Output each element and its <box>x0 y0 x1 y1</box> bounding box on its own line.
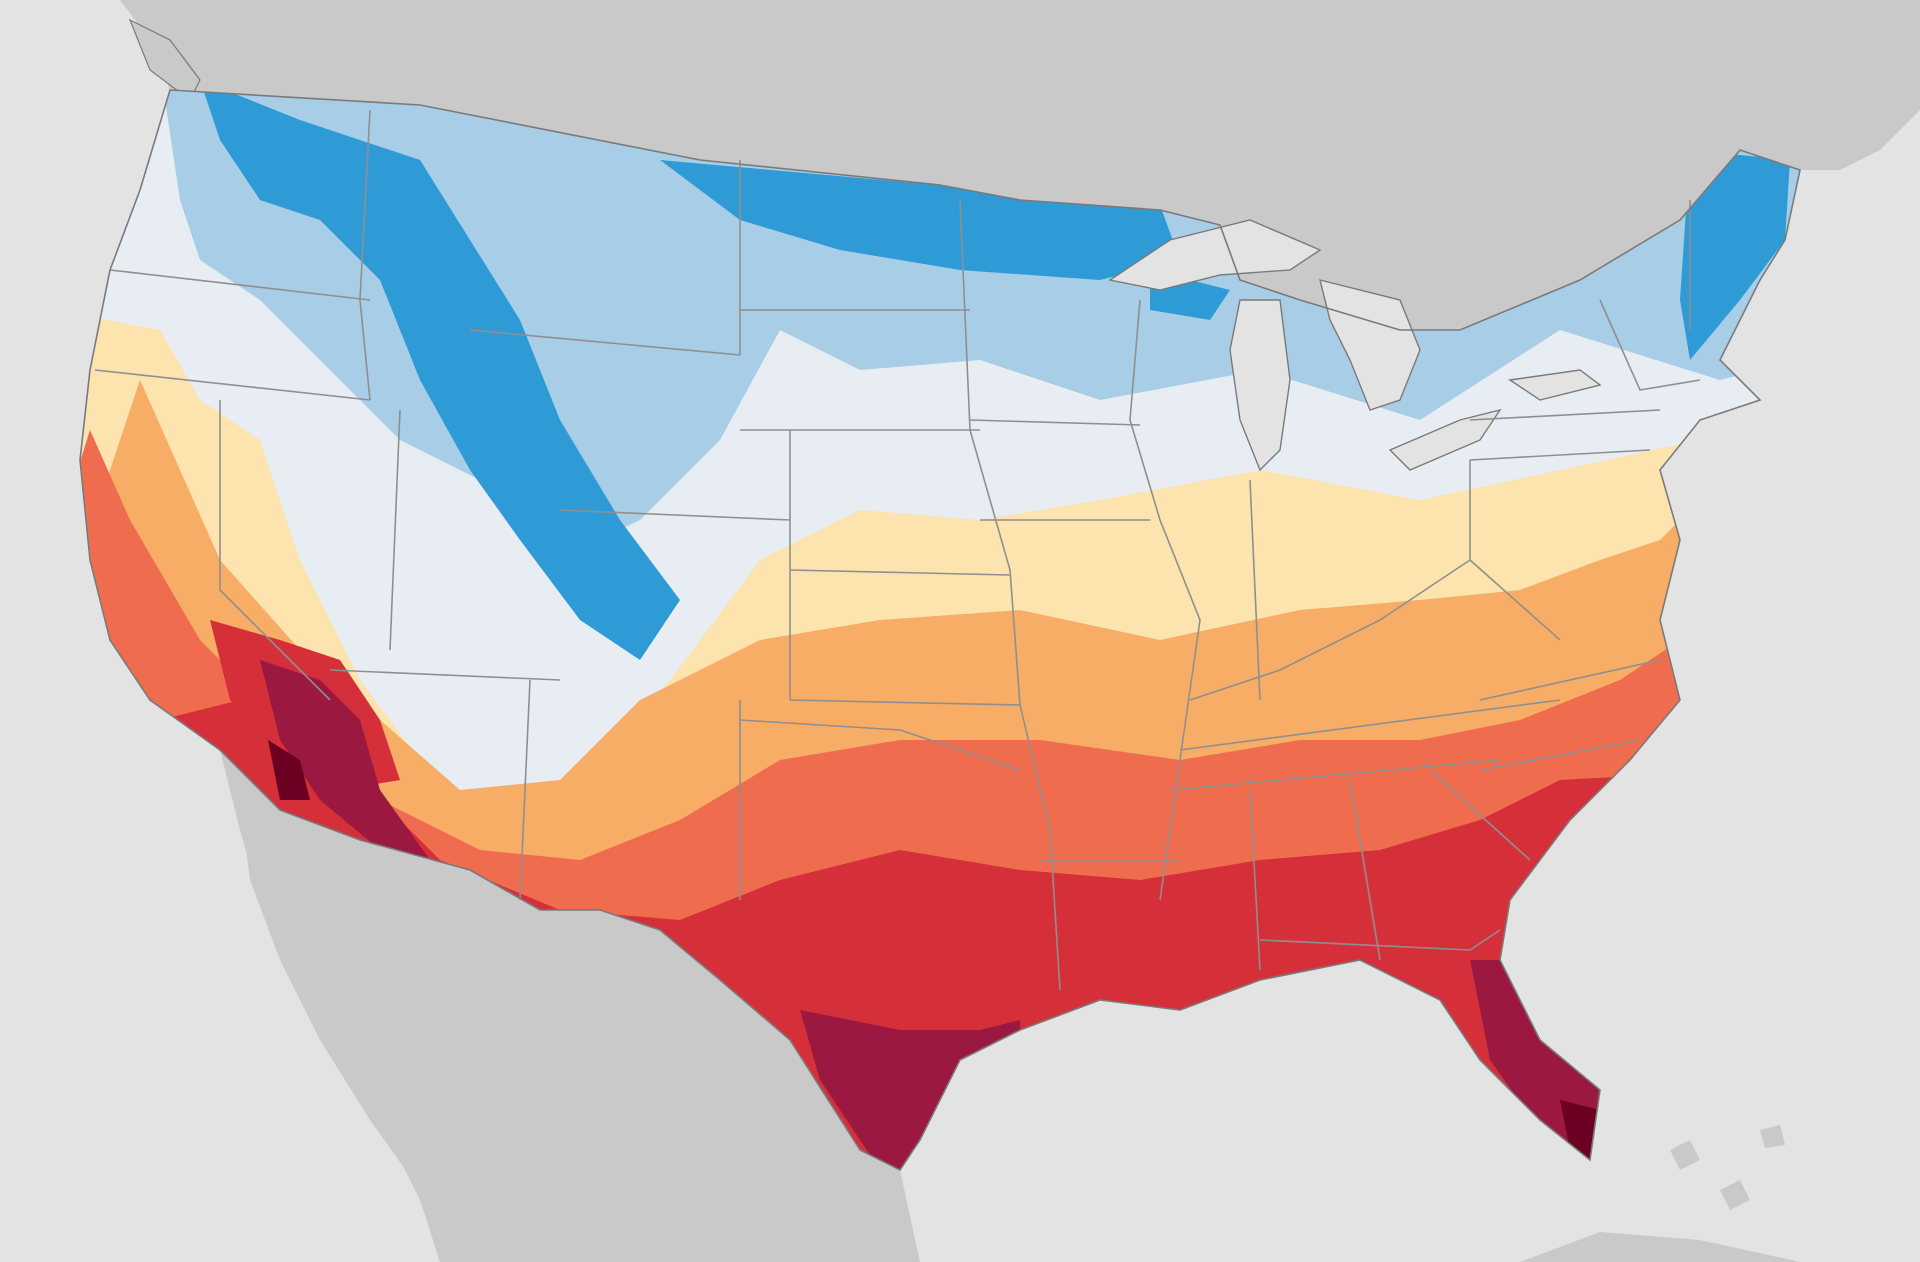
heat-band-class-1 <box>200 90 680 660</box>
border-nevada-california <box>219 400 331 701</box>
border-utah-arizona <box>329 669 561 681</box>
heat-band-class-9-florida <box>1560 1100 1600 1170</box>
border-ohio-river <box>1189 559 1471 701</box>
heat-band-class-1-maine <box>1680 150 1790 360</box>
surrounding-land <box>120 0 1920 1262</box>
border-new-england <box>1599 299 1701 391</box>
border-montana-south <box>469 329 741 356</box>
border-arizona-new-mexico <box>519 679 531 901</box>
border-idaho-west <box>359 109 371 401</box>
heat-band-class-9-desert <box>268 740 310 800</box>
border-oregon-california <box>94 369 371 401</box>
canada-landmass <box>120 0 1920 330</box>
border-washington-oregon <box>109 269 371 301</box>
border-kansas-north <box>789 569 1011 576</box>
border-illinois-indiana <box>1249 479 1261 701</box>
border-nevada-utah <box>389 409 401 651</box>
border-tennessee-south <box>1169 759 1501 791</box>
great-lakes <box>1108 219 1602 472</box>
border-pennsylvania <box>1469 449 1651 461</box>
border-appalachian <box>1469 460 1561 641</box>
border-gulf-states <box>1259 929 1501 951</box>
lake-ontario <box>1508 369 1602 401</box>
baja-peninsula <box>240 800 440 1190</box>
border-kansas-south <box>789 699 1021 706</box>
border-new-york-pennsylvania <box>1469 409 1661 421</box>
vancouver-island <box>128 18 201 101</box>
heat-band-class-8-desert <box>260 660 430 860</box>
cuba-island <box>1520 1232 1800 1262</box>
border-alabama-georgia <box>1349 779 1381 961</box>
border-mississippi-alabama <box>1249 789 1261 971</box>
border-carolinas <box>1479 739 1641 771</box>
border-tennessee-north <box>1179 699 1561 751</box>
lake-michigan <box>1229 299 1291 472</box>
border-minnesota-iowa <box>969 419 1141 426</box>
lake-huron <box>1319 279 1421 411</box>
heat-band-class-8-florida <box>1470 960 1600 1170</box>
us-coastline <box>79 89 1801 1172</box>
border-virginia-carolina <box>1479 659 1661 701</box>
bahamas-islands <box>1670 1125 1785 1210</box>
border-georgia-carolina <box>1429 769 1531 861</box>
border-mississippi-river <box>1129 299 1201 901</box>
lake-superior <box>1108 219 1322 291</box>
lake-erie <box>1388 408 1502 471</box>
border-plains-east <box>959 199 1061 991</box>
border-oklahoma-texas <box>739 719 1021 771</box>
border-wyoming-colorado <box>559 509 791 521</box>
state-borders <box>94 109 1701 991</box>
